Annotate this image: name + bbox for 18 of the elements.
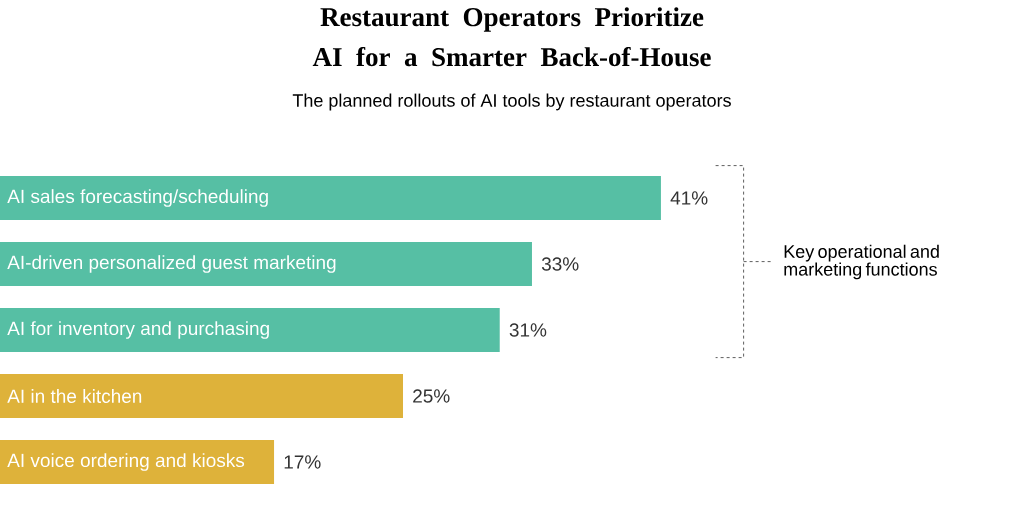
y-tick-label: AI for inventory and purchasing [7, 321, 269, 339]
y-tick-label: AI-driven personalized guest marketing [7, 255, 336, 273]
data-label: 33% [541, 257, 579, 271]
data-label: 41% [670, 191, 708, 205]
y-tick-label: AI in the kitchen [7, 389, 142, 403]
bar [0, 176, 661, 220]
data-label: 31% [509, 323, 547, 337]
bar [0, 242, 532, 286]
bar [0, 308, 500, 352]
chart-subtitle: The planned rollouts of AI tools by restaurant operators [292, 93, 731, 111]
bar [0, 440, 275, 484]
data-label: 25% [413, 389, 450, 403]
bar [0, 374, 404, 418]
text: Key operational and marketing functions [784, 244, 939, 280]
chart-title: Restaurant Operators Prioritize AI for a Smarter Back-of-House [312, 7, 711, 67]
y-tick-label: AI sales forecasting/scheduling [7, 189, 268, 207]
y-tick-label: AI voice ordering and kiosks [7, 453, 245, 471]
data-label: 17% [284, 455, 321, 469]
